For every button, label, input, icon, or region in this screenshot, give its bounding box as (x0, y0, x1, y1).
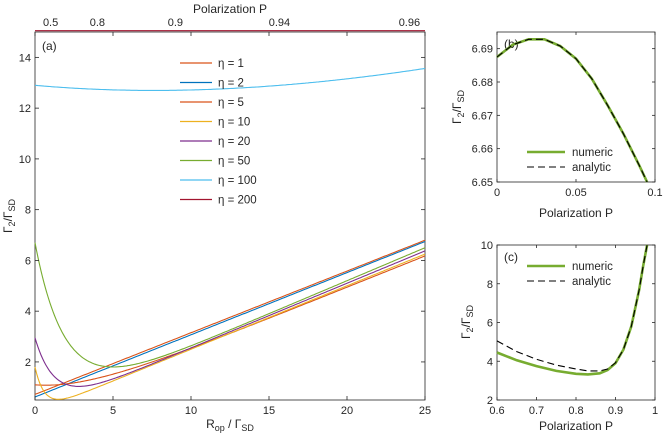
x-tick-label: 0.8 (568, 405, 583, 417)
x-tick-label: 15 (263, 405, 275, 417)
panel-b-legend-label-analytic: analytic (572, 162, 611, 174)
panel-a-top-axis-label: Polarization P (193, 2, 267, 16)
legend-label-eta-10: η = 10 (218, 117, 250, 129)
y-tick-label: 6.67 (472, 110, 493, 122)
panel-a-top-ticks: 0.5 0.8 0.9 0.94 0.96 (43, 17, 420, 29)
panel-c-curves (496, 244, 649, 376)
legend-label-eta-50: η = 50 (218, 156, 250, 168)
panel-c-series-numeric (496, 244, 649, 376)
panel-c-series-analytic (496, 244, 648, 372)
panel-b-series-numeric (496, 37, 649, 183)
x-tick-label: 25 (419, 405, 431, 417)
panel-a-legend: η = 1 η = 2 η = 5 η = 10 η = 20 η = 50 η = 100… (180, 58, 257, 207)
y-tick-label: 6 (487, 318, 493, 330)
panel-a-frame (34, 31, 426, 401)
x-tick-label: 1 (652, 405, 658, 417)
x-tick-label: 0.05 (565, 187, 586, 199)
legend-label-eta-100: η = 100 (218, 175, 257, 187)
y-tick-label: 12 (19, 103, 31, 115)
y-tick-label: 10 (19, 154, 31, 166)
top-tick-label: 0.96 (399, 17, 420, 29)
legend-label-eta-1: η = 1 (218, 58, 244, 70)
y-tick-label: 14 (19, 52, 31, 64)
series-line-eta-1 (34, 239, 426, 395)
panel-c-legend-label-numeric: numeric (572, 261, 613, 273)
panel-c: (c) 0.6 0.7 0.8 0.9 1 2 4 6 8 10 numeric analytic… (459, 240, 658, 433)
y-tick-label: 6 (25, 255, 31, 267)
legend-label-eta-20: η = 20 (218, 136, 250, 148)
panel-c-legend-label-analytic: analytic (572, 276, 611, 288)
panel-a-y-label: Γ2/ΓSD (1, 198, 17, 233)
panel-b-legend: numeric analytic (527, 147, 613, 174)
x-tick-label: 0 (32, 405, 38, 417)
panel-b-frame (496, 31, 656, 183)
y-tick-label: 4 (487, 356, 493, 368)
y-tick-label: 8 (25, 205, 31, 217)
panel-b-legend-label-numeric: numeric (572, 147, 613, 159)
panel-b: (b) 0 0.05 0.1 6.656.666.676.686.69 numeri… (450, 31, 663, 220)
panel-a-x-label: Rop / ΓSD (206, 417, 254, 433)
panel-a-y-ticks: 2 4 6 8 10 12 14 (19, 52, 425, 369)
x-tick-label: 0 (494, 187, 500, 199)
top-tick-label: 0.9 (168, 17, 183, 29)
y-tick-label: 8 (487, 279, 493, 291)
panel-b-y-ticks: 6.65 6.66 6.67 6.68 6.69 (472, 44, 655, 189)
x-tick-label: 10 (185, 405, 197, 417)
top-tick-label: 0.94 (269, 17, 290, 29)
y-tick-label: 2 (487, 395, 493, 407)
series-line-eta-50 (34, 242, 426, 368)
legend-label-eta-200: η = 200 (218, 195, 257, 207)
y-tick-label: 10 (481, 240, 493, 252)
panel-c-y-label: Γ2/ΓSD (459, 304, 475, 339)
x-tick-label: 0.1 (647, 187, 662, 199)
y-tick-label: 6.65 (472, 177, 493, 189)
panel-b-x-ticks: 0 0.05 0.1 (494, 32, 663, 199)
y-tick-label: 6.69 (472, 44, 493, 56)
panel-a-label: (a) (42, 39, 57, 53)
legend-label-eta-5: η = 5 (218, 97, 244, 109)
panel-b-x-label: Polarization P (539, 206, 613, 220)
series-line-eta-20 (34, 250, 426, 387)
y-tick-label: 6.66 (472, 144, 493, 156)
top-tick-label: 0.5 (43, 17, 58, 29)
x-tick-label: 5 (110, 405, 116, 417)
panel-a-curves (34, 30, 426, 400)
y-tick-label: 6.68 (472, 77, 493, 89)
x-tick-label: 20 (341, 405, 353, 417)
panel-b-y-label: Γ2/ΓSD (450, 89, 466, 124)
x-tick-label: 0.9 (608, 405, 623, 417)
series-line-eta-10 (34, 253, 426, 400)
series-line-eta-100 (34, 67, 426, 91)
panel-b-curves (496, 37, 649, 183)
panel-a-x-ticks: 0 5 10 15 20 25 (32, 32, 431, 417)
y-tick-label: 2 (25, 357, 31, 369)
top-tick-label: 0.8 (90, 17, 105, 29)
panel-c-legend: numeric analytic (527, 261, 613, 288)
panel-b-series-analytic (496, 38, 648, 183)
panel-c-y-ticks: 2 4 6 8 10 (481, 240, 655, 407)
panel-c-label: (c) (504, 250, 518, 264)
series-line-eta-2 (34, 240, 426, 398)
panel-c-x-ticks: 0.6 0.7 0.8 0.9 1 (489, 245, 658, 417)
x-tick-label: 0.7 (529, 405, 544, 417)
x-tick-label: 0.6 (489, 405, 504, 417)
legend-label-eta-2: η = 2 (218, 78, 244, 90)
y-tick-label: 4 (25, 306, 31, 318)
panel-c-x-label: Polarization P (539, 419, 613, 433)
